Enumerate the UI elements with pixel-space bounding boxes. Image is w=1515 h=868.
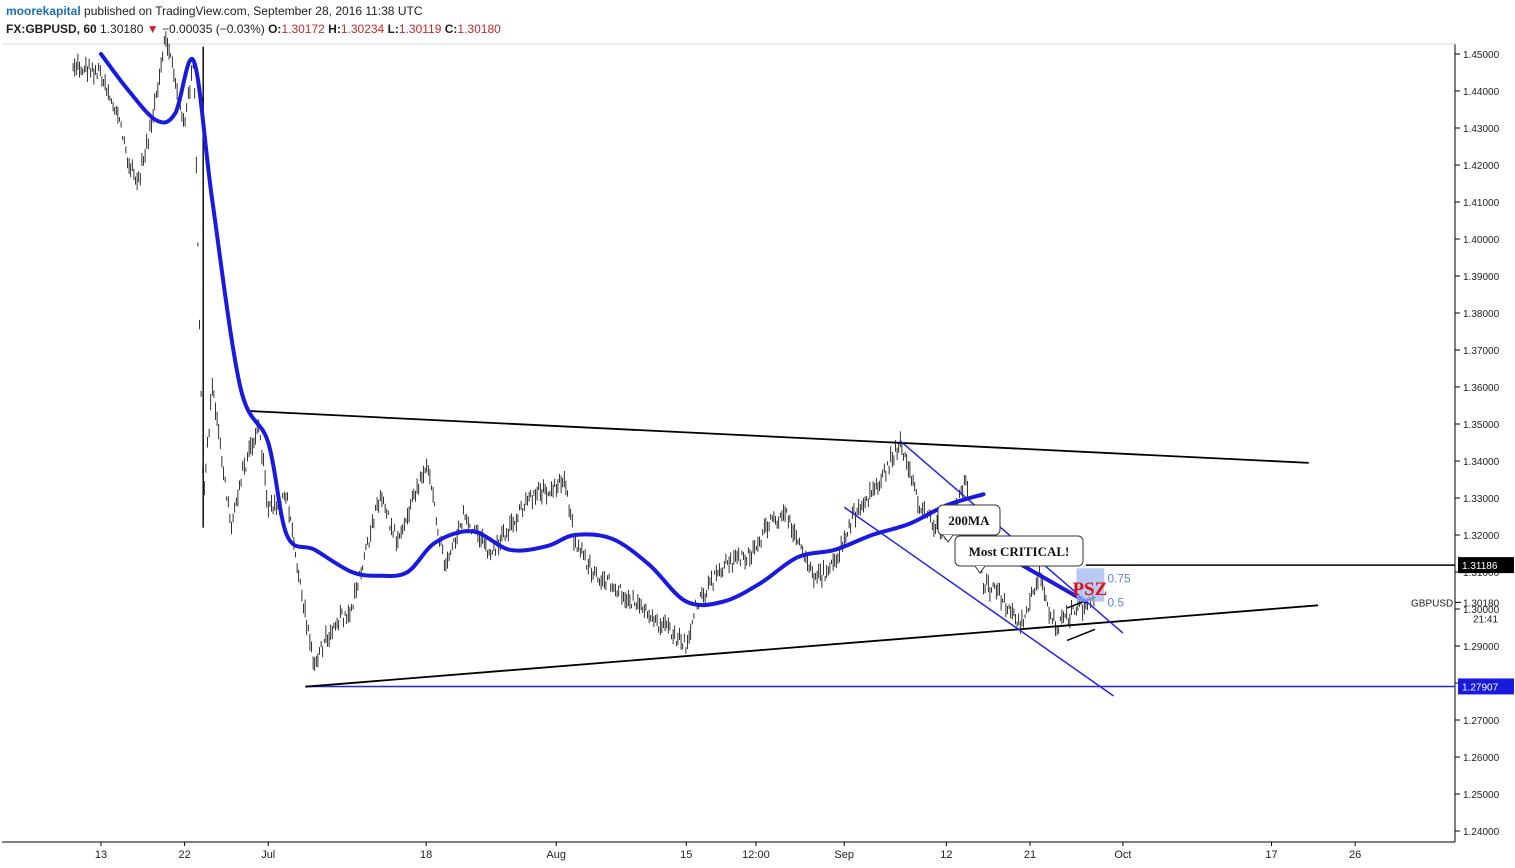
y-tick-label: 1.41000 [1463, 198, 1500, 209]
support-price-label-text: 1.27907 [1462, 682, 1499, 693]
last-price: 1.30180 [100, 22, 144, 36]
publish-line: moorekapital published on TradingView.co… [6, 2, 1206, 20]
low-label: L: [387, 22, 399, 36]
x-tick-label: 12 [940, 849, 952, 861]
y-tick-label: 1.38000 [1463, 309, 1500, 320]
symbol-price-label: GBPUSD [1411, 598, 1453, 609]
psz-zone-box [1076, 568, 1105, 602]
psz-label: PSZ [1072, 579, 1107, 600]
x-tick-label: 13 [95, 849, 107, 861]
trendlines-layer [249, 410, 1319, 697]
x-tick-label: 21 [1024, 849, 1036, 861]
x-tick-label: 12:00 [742, 849, 770, 861]
x-tick-label: Jul [261, 849, 275, 861]
y-tick-label: 1.33000 [1463, 494, 1500, 505]
x-tick-label: 18 [420, 849, 432, 861]
published-text: published on TradingView.com, September … [84, 4, 423, 18]
y-tick-label: 1.31000 [1463, 568, 1500, 579]
callout-critical-tail [974, 565, 986, 574]
callout-200ma-text: 200MA [948, 513, 990, 528]
x-tick-label: Sep [834, 849, 854, 861]
price-labels-layer: 1.31186 1.27907 GBPUSD 1.30180 21:41 [1411, 557, 1514, 695]
current-price-value: 1.30180 [1463, 598, 1500, 609]
support-price-label-box [1458, 678, 1514, 695]
x-tick-label: 17 [1265, 849, 1277, 861]
open-value: 1.30172 [281, 22, 325, 36]
y-tick-label: 1.34000 [1463, 457, 1500, 468]
triangle-bottom-line [305, 604, 1319, 688]
high-value: 1.30234 [340, 22, 385, 36]
y-tick-label: 1.43000 [1463, 124, 1500, 135]
symbol-line: FX:GBPUSD, 60 1.30180 ▼ −0.00035 (−0.03%… [6, 20, 1206, 38]
callout-critical-text: Most CRITICAL! [969, 544, 1070, 559]
y-tick-label: 1.36000 [1463, 383, 1500, 394]
close-label: C: [444, 22, 458, 36]
y-tick-label: 1.40000 [1463, 235, 1500, 246]
callout-200ma: 200MA [937, 504, 1001, 543]
x-tick-label: 22 [178, 849, 190, 861]
fib-075-label: 0.75 [1107, 571, 1131, 585]
annotations-layer: 200MA Most CRITICAL! [937, 504, 1084, 574]
x-tick-label: Oct [1114, 849, 1131, 861]
y-tick-label: 1.26000 [1463, 753, 1500, 764]
y-tick-label: 1.39000 [1463, 272, 1500, 283]
y-tick-label: 1.44000 [1463, 87, 1500, 98]
y-tick-label: 1.29000 [1463, 642, 1500, 653]
levels-layer [305, 564, 1455, 688]
y-tick-label: 1.30000 [1463, 605, 1500, 616]
open-label: O: [268, 22, 282, 36]
ma-200-line [99, 52, 986, 608]
resistance-price-label-box [1458, 557, 1514, 574]
y-tick-label: 1.45000 [1463, 50, 1500, 61]
wedge-lower-line [1066, 628, 1096, 642]
price-change: −0.00035 (−0.03%) [162, 22, 265, 36]
high-label: H: [328, 22, 341, 36]
chart-header: moorekapital published on TradingView.co… [6, 2, 1206, 42]
x-tick-label: 26 [1349, 849, 1361, 861]
resistance-price-label-text: 1.31186 [1462, 561, 1498, 572]
callout-critical: Most CRITICAL! [954, 535, 1084, 574]
price-bars-layer [72, 31, 1095, 671]
close-value: 1.30180 [457, 22, 501, 36]
channel-lower-line [843, 506, 1115, 697]
y-tick-label: 1.27000 [1463, 716, 1500, 727]
fib-05-label: 0.5 [1107, 596, 1124, 610]
y-tick-label: 1.37000 [1463, 346, 1500, 357]
y-tick-label: 1.25000 [1463, 790, 1500, 801]
callout-200ma-box [937, 504, 1001, 536]
y-tick-label: 1.35000 [1463, 420, 1500, 431]
low-value: 1.30119 [398, 22, 442, 36]
down-arrow-icon: ▼ [146, 22, 159, 36]
bar-countdown: 21:41 [1473, 614, 1498, 625]
callout-critical-box [954, 535, 1084, 567]
y-tick-label: 1.42000 [1463, 161, 1500, 172]
symbol-label[interactable]: FX:GBPUSD, 60 [6, 22, 97, 36]
username-link[interactable]: moorekapital [6, 4, 81, 18]
y-tick-label: 1.24000 [1463, 827, 1500, 838]
triangle-top-line [249, 410, 1309, 464]
axes-layer: 1.45000 1.44000 1.43000 1.42000 1.41000 1.400… [2, 43, 1500, 861]
x-tick-label: Aug [546, 849, 566, 861]
x-tick-label: 15 [680, 849, 692, 861]
y-tick-label: 1.32000 [1463, 531, 1500, 542]
callout-200ma-tail [942, 534, 954, 543]
